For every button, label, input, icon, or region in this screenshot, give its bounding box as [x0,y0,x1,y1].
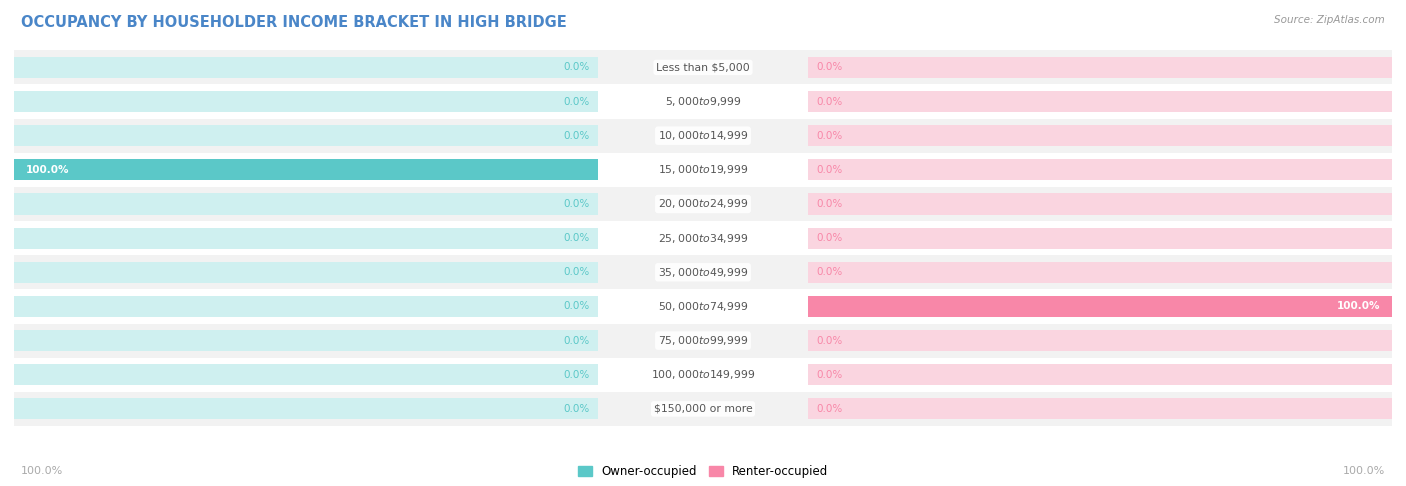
Text: 0.0%: 0.0% [817,336,844,346]
Text: 0.0%: 0.0% [562,62,589,72]
Bar [808,330,1392,351]
Bar [14,119,1392,153]
Bar [14,392,1392,426]
Text: 100.0%: 100.0% [21,466,63,476]
Legend: Owner-occupied, Renter-occupied: Owner-occupied, Renter-occupied [572,460,834,483]
Bar [14,51,1392,85]
Bar [14,57,598,78]
Bar [14,261,598,283]
Text: $150,000 or more: $150,000 or more [654,404,752,414]
Text: 0.0%: 0.0% [817,199,844,209]
Bar [808,227,1392,249]
Bar [14,125,598,146]
Text: 0.0%: 0.0% [562,301,589,312]
Text: 0.0%: 0.0% [562,97,589,106]
Text: 100.0%: 100.0% [1337,301,1381,312]
Text: $35,000 to $49,999: $35,000 to $49,999 [658,266,748,279]
Text: $50,000 to $74,999: $50,000 to $74,999 [658,300,748,313]
Text: 0.0%: 0.0% [817,97,844,106]
Text: 0.0%: 0.0% [562,267,589,278]
Text: $20,000 to $24,999: $20,000 to $24,999 [658,197,748,210]
Bar [14,187,1392,221]
Text: $25,000 to $34,999: $25,000 to $34,999 [658,232,748,244]
Bar [808,91,1392,112]
Bar [808,364,1392,385]
Text: 0.0%: 0.0% [817,62,844,72]
Bar [808,296,1392,317]
Bar [14,153,1392,187]
Text: 0.0%: 0.0% [562,370,589,380]
Bar [808,296,1392,317]
Text: 100.0%: 100.0% [1343,466,1385,476]
Text: $100,000 to $149,999: $100,000 to $149,999 [651,368,755,381]
Text: 100.0%: 100.0% [25,165,69,175]
Bar [14,159,598,180]
Bar [808,159,1392,180]
Text: Source: ZipAtlas.com: Source: ZipAtlas.com [1274,15,1385,25]
Text: 0.0%: 0.0% [817,370,844,380]
Text: 0.0%: 0.0% [817,233,844,243]
Bar [14,289,1392,324]
Text: 0.0%: 0.0% [562,233,589,243]
Bar [808,193,1392,215]
Bar [808,125,1392,146]
Text: OCCUPANCY BY HOUSEHOLDER INCOME BRACKET IN HIGH BRIDGE: OCCUPANCY BY HOUSEHOLDER INCOME BRACKET … [21,15,567,30]
Text: $15,000 to $19,999: $15,000 to $19,999 [658,163,748,176]
Text: 0.0%: 0.0% [562,404,589,414]
Text: 0.0%: 0.0% [562,199,589,209]
Bar [14,227,598,249]
Bar [14,399,598,419]
Bar [14,358,1392,392]
Text: 0.0%: 0.0% [817,404,844,414]
Text: Less than $5,000: Less than $5,000 [657,62,749,72]
Text: 0.0%: 0.0% [817,131,844,140]
Bar [808,399,1392,419]
Text: 0.0%: 0.0% [562,131,589,140]
Text: $75,000 to $99,999: $75,000 to $99,999 [658,334,748,347]
Text: 0.0%: 0.0% [562,336,589,346]
Bar [14,91,598,112]
Bar [808,57,1392,78]
Bar [14,85,1392,119]
Text: $5,000 to $9,999: $5,000 to $9,999 [665,95,741,108]
Text: $10,000 to $14,999: $10,000 to $14,999 [658,129,748,142]
Text: 0.0%: 0.0% [817,165,844,175]
Bar [14,193,598,215]
Bar [14,296,598,317]
Bar [14,324,1392,358]
Text: 0.0%: 0.0% [817,267,844,278]
Bar [14,330,598,351]
Bar [14,159,598,180]
Bar [808,261,1392,283]
Bar [14,221,1392,255]
Bar [14,255,1392,289]
Bar [14,364,598,385]
